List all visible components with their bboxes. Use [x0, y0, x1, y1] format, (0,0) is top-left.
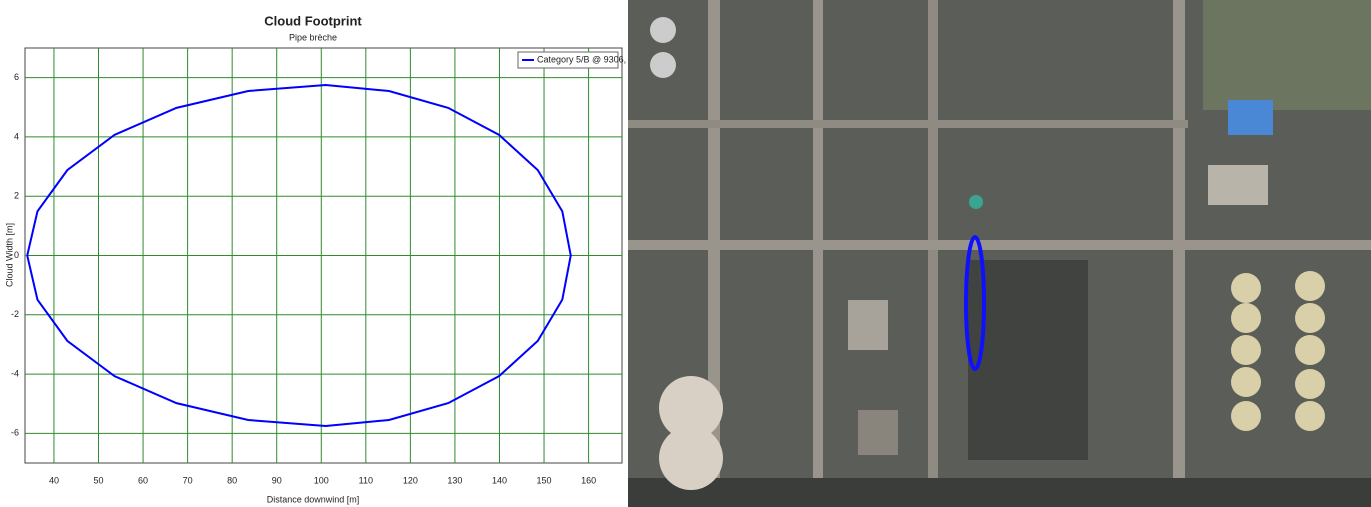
x-axis-label: Distance downwind [m] — [267, 494, 360, 504]
x-tick-label: 120 — [403, 475, 418, 485]
x-tick-label: 130 — [447, 475, 462, 485]
y-tick-label: -2 — [11, 309, 19, 319]
y-tick-label: 0 — [14, 250, 19, 260]
x-tick-label: 90 — [272, 475, 282, 485]
tank — [650, 17, 676, 43]
field — [1203, 0, 1371, 110]
y-tick-label: -6 — [11, 428, 19, 438]
x-tick-label: 80 — [227, 475, 237, 485]
x-tick-label: 70 — [183, 475, 193, 485]
building — [1208, 165, 1268, 205]
road — [628, 240, 1371, 250]
building — [848, 300, 888, 350]
x-tick-label: 110 — [359, 475, 373, 485]
tank — [659, 426, 723, 490]
chart: Cloud Footprint Pipe brèche Distance dow… — [4, 13, 626, 504]
x-tick-label: 60 — [138, 475, 148, 485]
y-tick-label: 2 — [14, 191, 19, 201]
plant-area — [968, 260, 1088, 460]
legend-label: Category 5/B @ 9306,36 ppm — [537, 54, 626, 64]
road — [628, 120, 1188, 128]
building — [1228, 100, 1273, 135]
road — [813, 0, 823, 507]
chart-subtitle: Pipe brèche — [289, 32, 337, 42]
release-marker — [969, 195, 983, 209]
legend-box — [517, 51, 619, 69]
satellite-image — [628, 0, 1371, 507]
road — [928, 0, 938, 507]
tank-group — [1231, 271, 1325, 431]
y-tick-label: -4 — [11, 368, 19, 378]
x-tick-label: 140 — [492, 475, 507, 485]
chart-title: Cloud Footprint — [264, 13, 362, 28]
road — [628, 478, 1371, 507]
building — [858, 410, 898, 455]
y-tick-label: 4 — [14, 131, 19, 141]
y-tick-label: 6 — [14, 72, 19, 82]
road — [1173, 0, 1185, 507]
x-tick-label: 100 — [314, 475, 329, 485]
x-tick-label: 160 — [581, 475, 596, 485]
x-tick-label: 40 — [49, 475, 59, 485]
tank — [650, 52, 676, 78]
y-axis-label: Cloud Width [m] — [4, 223, 14, 287]
series-line — [26, 84, 572, 427]
x-tick-label: 50 — [94, 475, 104, 485]
x-tick-label: 150 — [537, 475, 552, 485]
footprint-overlay — [964, 235, 986, 371]
tank — [659, 376, 723, 440]
